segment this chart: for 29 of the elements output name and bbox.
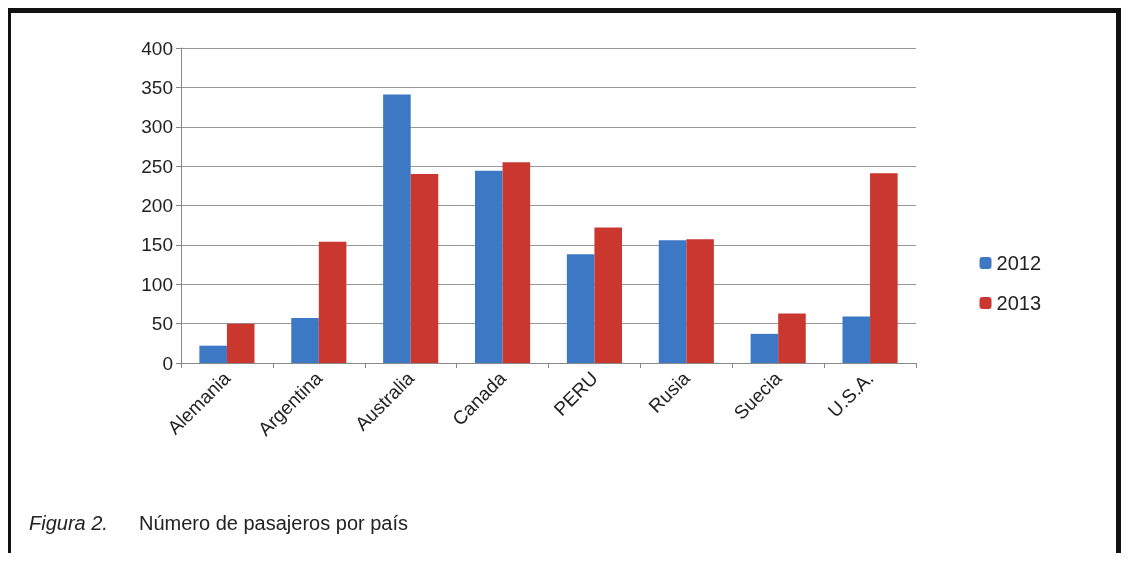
bar: [199, 345, 227, 363]
y-tick-label: 200: [141, 195, 173, 216]
bar: [291, 318, 319, 363]
bar: [226, 323, 255, 363]
text: Número de pasajeros por país: [139, 512, 409, 534]
y-tick-label: 150: [141, 234, 173, 256]
bar: [842, 316, 871, 363]
bar: [686, 239, 714, 363]
legend-label: 2012: [996, 252, 1042, 274]
bar: [502, 162, 531, 363]
bar: [318, 241, 347, 363]
bar: [410, 174, 439, 363]
legend-label: 2013: [996, 292, 1042, 314]
bar: [778, 313, 806, 363]
bar: [475, 170, 503, 363]
bar: [383, 94, 411, 363]
bar: [870, 173, 898, 363]
text: Figura 2.: [29, 512, 108, 534]
y-tick-label: 0: [162, 352, 173, 374]
bar: [658, 240, 687, 363]
bar: [594, 227, 622, 363]
bar: [750, 333, 779, 363]
y-tick-label: 350: [141, 76, 173, 98]
y-tick-label: 100: [141, 273, 173, 295]
y-tick-label: 300: [141, 116, 173, 138]
y-tick-label: 50: [151, 313, 173, 335]
bar: [566, 254, 595, 363]
y-tick-label: 400: [141, 37, 173, 59]
y-tick-label: 250: [141, 155, 173, 177]
